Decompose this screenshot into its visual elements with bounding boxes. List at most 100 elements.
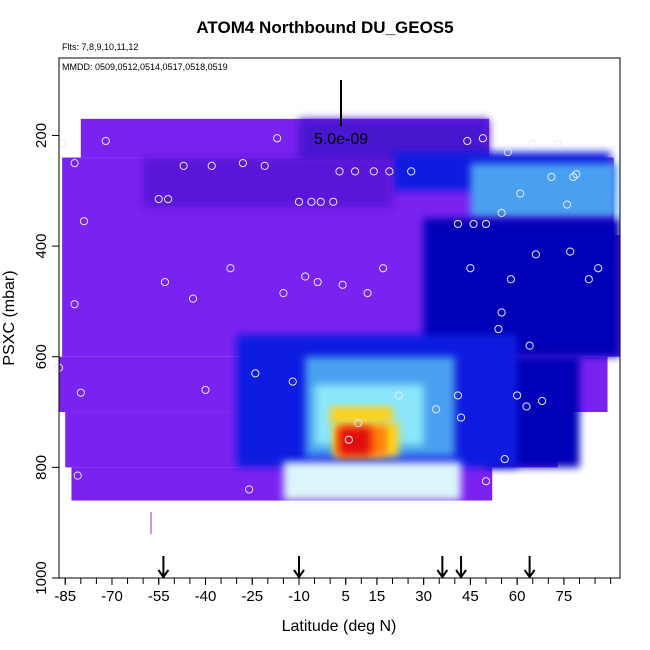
- obs-point: [594, 264, 603, 273]
- obs-point: [537, 396, 547, 406]
- obs-point: [207, 161, 216, 170]
- obs-point: [338, 280, 347, 289]
- obs-point: [294, 197, 304, 206]
- obs-point: [313, 277, 322, 287]
- obs-point: [316, 197, 325, 206]
- heatmap-field: [59, 118, 620, 501]
- obs-point: [329, 197, 338, 206]
- obs-point: [528, 139, 537, 148]
- obs-point: [572, 170, 581, 179]
- y-tick-label: 800: [33, 455, 50, 480]
- x-tick-label: 15: [369, 588, 386, 605]
- obs-point: [522, 402, 531, 411]
- obs-point: [506, 275, 516, 284]
- scale-label: 5.0e-09: [314, 131, 368, 148]
- obs-point: [500, 454, 509, 464]
- obs-point: [288, 377, 297, 386]
- obs-point: [307, 197, 316, 206]
- obs-point: [394, 391, 403, 400]
- obs-point: [494, 324, 503, 334]
- flight-arrow: [436, 556, 449, 579]
- x-tick-label: 75: [556, 588, 573, 605]
- obs-point: [226, 264, 235, 273]
- y-axis-label: PSXC (mbar): [1, 270, 18, 365]
- obs-point: [503, 147, 512, 157]
- obs-point: [547, 172, 556, 182]
- x-tick-label: 45: [462, 588, 479, 605]
- obs-point: [238, 159, 247, 168]
- obs-point: [188, 294, 198, 303]
- y-tick-label: 600: [33, 344, 50, 369]
- y-tick-label: 400: [33, 234, 50, 259]
- obs-point: [478, 134, 487, 143]
- obs-point: [79, 217, 89, 226]
- y-tick-label: 1000: [33, 561, 50, 594]
- x-axis-label: Latitude (deg N): [282, 618, 397, 635]
- obs-point: [73, 471, 82, 480]
- x-tick-label: -55: [148, 588, 170, 605]
- obs-point: [453, 219, 463, 229]
- dates-note: MMDD: 0509,0512,0514,0517,0518,0519: [62, 62, 228, 72]
- obs-point: [481, 219, 491, 229]
- x-tick-label: 30: [415, 588, 432, 605]
- x-tick-label: 5: [342, 588, 350, 605]
- obs-point: [516, 189, 525, 198]
- obs-point: [497, 208, 506, 217]
- obs-point: [279, 289, 288, 298]
- obs-point: [163, 194, 173, 204]
- obs-point: [335, 167, 344, 176]
- obs-point: [160, 277, 170, 287]
- flight-arrow: [293, 556, 305, 579]
- obs-point: [497, 308, 506, 317]
- obs-point: [385, 167, 394, 176]
- obs-point: [245, 485, 254, 494]
- obs-point: [407, 167, 416, 176]
- obs-point: [379, 264, 388, 273]
- obs-point: [154, 194, 163, 204]
- obs-point: [525, 341, 534, 350]
- obs-point: [513, 391, 522, 400]
- flight-arrow: [157, 556, 170, 579]
- flights-note: Flts: 7,8,9,10,11,12: [62, 42, 139, 52]
- x-tick-label: -25: [241, 588, 263, 605]
- obs-point: [179, 161, 188, 170]
- obs-point: [453, 391, 463, 400]
- obs-point: [562, 200, 572, 209]
- flight-arrow: [455, 556, 467, 579]
- y-tick-label: 200: [33, 123, 50, 148]
- obs-point: [251, 369, 260, 378]
- obs-point: [531, 250, 540, 259]
- chart-title: ATOM4 Northbound DU_GEOS5: [196, 18, 454, 37]
- obs-point: [70, 159, 79, 168]
- obs-point: [363, 289, 372, 298]
- field-region: [283, 461, 462, 501]
- obs-point: [273, 134, 282, 143]
- obs-point: [301, 272, 310, 281]
- x-tick-label: -85: [54, 588, 76, 605]
- obs-point: [354, 419, 363, 428]
- obs-point: [456, 413, 466, 422]
- obs-point: [201, 385, 210, 395]
- obs-point: [344, 435, 353, 444]
- x-tick-label: -70: [101, 588, 123, 605]
- obs-point: [553, 139, 562, 148]
- observation-points: [54, 134, 603, 494]
- obs-point: [466, 264, 475, 273]
- plot-frame: [58, 57, 621, 579]
- x-axis: -85 -70 -55 -40 -25 -10 5 15 30 45 60 75: [54, 578, 612, 605]
- field-region: [470, 163, 617, 219]
- obs-point: [463, 136, 472, 146]
- flight-arrows: [157, 556, 536, 579]
- obs-point: [566, 247, 575, 256]
- obs-point: [58, 139, 67, 148]
- x-tick-label: -40: [195, 588, 217, 605]
- obs-point: [481, 477, 491, 486]
- obs-point: [584, 275, 593, 284]
- field-region: [339, 427, 371, 456]
- obs-point: [369, 167, 378, 176]
- x-tick-label: 60: [509, 588, 526, 605]
- y-axis: 200 400 600 800 1000: [33, 123, 59, 595]
- field-region: [330, 406, 393, 424]
- obs-point: [70, 300, 79, 309]
